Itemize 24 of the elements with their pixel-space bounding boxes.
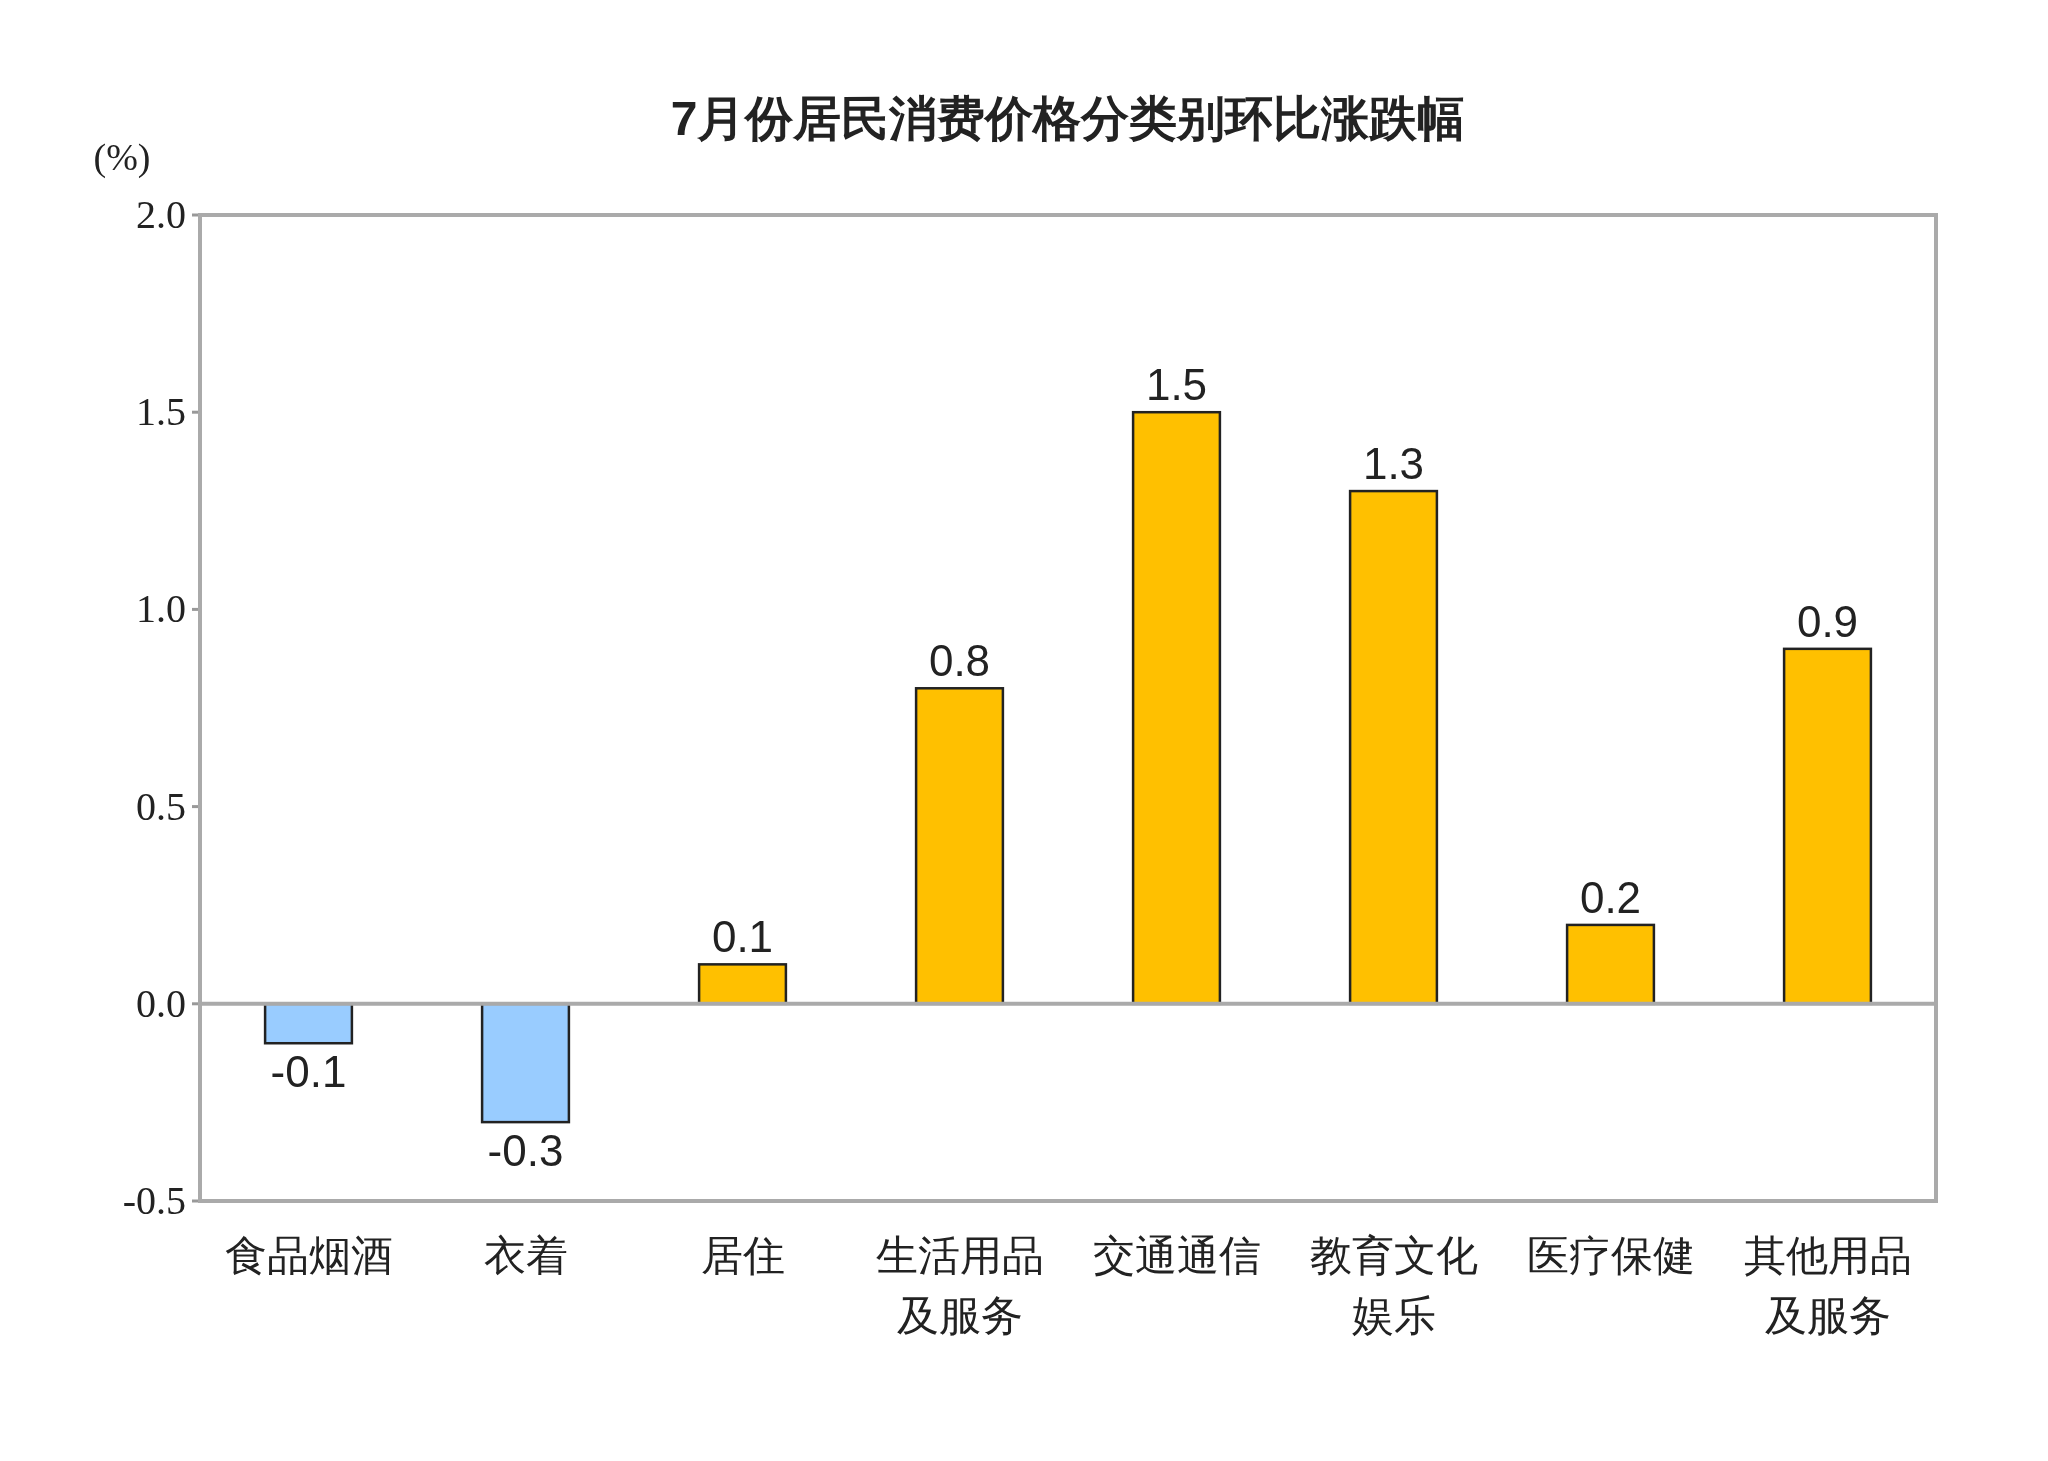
y-tick-label: -0.5 [122, 1178, 186, 1223]
x-tick-label: 食品烟酒 [224, 1232, 393, 1279]
x-tick-label: 生活用品及服务 [875, 1232, 1044, 1339]
data-label: 0.1 [711, 912, 774, 962]
y-tick-label: 2.0 [136, 192, 186, 237]
data-label: -0.1 [270, 1047, 347, 1097]
data-label: 0.9 [1796, 596, 1859, 646]
y-axis-title: (%) [93, 136, 151, 179]
data-label: 0.8 [928, 636, 991, 686]
x-tick-label: 交通通信 [1092, 1232, 1261, 1279]
y-tick-label: 1.0 [136, 586, 186, 632]
x-tick-label: 居住 [700, 1232, 785, 1279]
x-tick-label: 其他用品及服务 [1743, 1232, 1912, 1339]
y-tick-label: 1.5 [136, 389, 186, 435]
y-tick-label: 0.0 [136, 980, 186, 1026]
data-label: 1.3 [1362, 439, 1425, 489]
x-tick-label: 医疗保健 [1526, 1232, 1695, 1279]
x-tick-label: 教育文化娱乐 [1309, 1232, 1478, 1339]
data-label: 1.5 [1145, 360, 1208, 410]
x-tick-label: 衣着 [483, 1232, 568, 1279]
data-label: -0.3 [487, 1126, 564, 1176]
chart-title: 7月份居民消费价格分类别环比涨跌幅 [670, 92, 1466, 145]
data-label: 0.2 [1579, 872, 1642, 922]
y-tick-label: 0.5 [136, 783, 186, 829]
